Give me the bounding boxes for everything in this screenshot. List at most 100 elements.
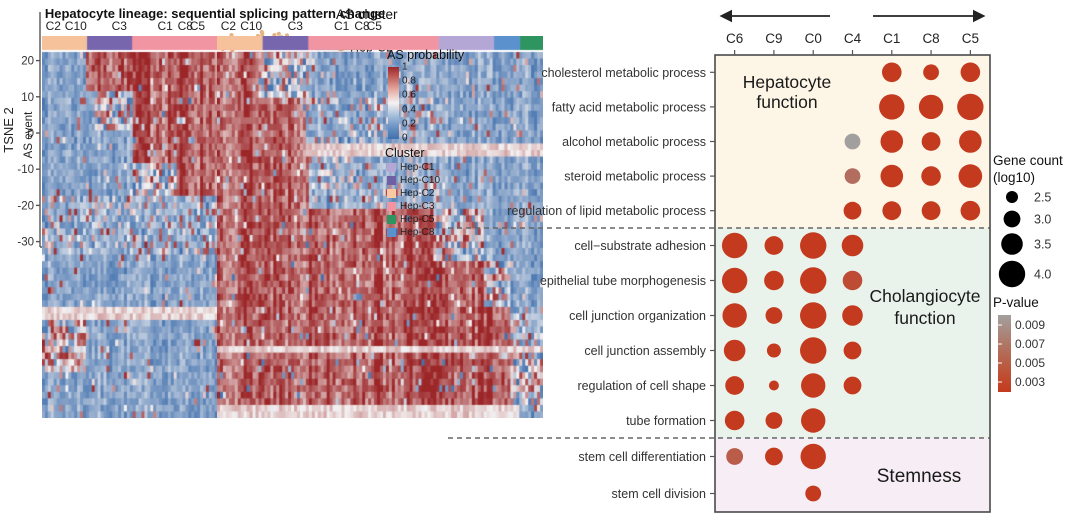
section-label-0-line1: Hepatocyte <box>743 72 832 92</box>
dot-C1-steroid-metabolic-process <box>880 164 904 188</box>
heatmap-col-label-C3: C3 <box>111 19 127 33</box>
colorbar-tick-0.4: 0.4 <box>402 104 416 116</box>
cluster-label-Hep-C1: Hep-C1 <box>400 162 435 173</box>
dot-C9-stem-cell-differentiation <box>765 447 783 466</box>
column-header-C4: C4 <box>844 31 862 46</box>
dot-C9-cell-substrate-adhesion <box>764 236 784 255</box>
size-legend-circle-3.0 <box>1003 210 1021 228</box>
cluster-swatch-Hep-C5 <box>387 215 396 224</box>
cluster-legend-title: Cluster <box>385 146 425 160</box>
dot-C0-regulation-of-cell-shape <box>801 373 826 398</box>
heatmap-col-label-C8: C8 <box>177 19 193 33</box>
tsne-y-tick-label: 20 <box>21 56 34 68</box>
pvalue-colorbar <box>998 315 1011 392</box>
colorbar-tick-0.2: 0.2 <box>402 118 416 130</box>
colorbar-tick-0: 0 <box>402 132 408 144</box>
section-bg-1 <box>715 228 990 438</box>
dot-C1-alcohol-metabolic-process <box>880 130 904 153</box>
cluster-swatch-Hep-C3 <box>387 202 396 211</box>
dot-C0-stem-cell-division <box>805 485 822 502</box>
dot-C5-fatty-acid-metabolic-process <box>957 93 984 121</box>
dot-C9-cell-junction-assembly <box>766 343 781 358</box>
dot-C4-epithelial-tube-morphogenesis <box>842 270 863 291</box>
heatmap-y-axis-label: AS event <box>23 111 35 159</box>
dot-C0-cell-substrate-adhesion <box>800 232 827 259</box>
pvalue-tick-0.005: 0.005 <box>1015 356 1045 370</box>
column-header-C8: C8 <box>922 31 939 46</box>
heatmap-panel: Hepatocyte lineage: sequential splicing … <box>0 0 543 418</box>
dot-C4-cell-junction-assembly <box>843 341 862 360</box>
dot-C8-alcohol-metabolic-process <box>921 132 941 151</box>
row-label-cholesterol-metabolic-process: cholesterol metabolic process <box>541 66 706 80</box>
colorbar-tick-1: 1 <box>402 61 408 73</box>
column-header-C0: C0 <box>805 31 822 46</box>
row-label-epithelial-tube-morphogenesis: epithelial tube morphogenesis <box>540 274 706 288</box>
column-header-C9: C9 <box>765 31 782 46</box>
size-legend-subtitle: (log10) <box>993 170 1035 185</box>
pvalue-tick-0.003: 0.003 <box>1015 375 1045 389</box>
cluster-legend-item-Hep-C5: Hep-C5 <box>387 213 440 226</box>
dot-C8-fatty-acid-metabolic-process <box>918 94 944 120</box>
row-label-cell-substrate-adhesion: cell−substrate adhesion <box>574 239 706 253</box>
go-dotplot: C6 C9 C0 C4 C1 C8 C5 cholesterol metabolic proc… <box>448 9 1063 513</box>
row-label-steroid-metabolic-process: steroid metabolic process <box>564 170 706 184</box>
tsne-y-tick-label: 10 <box>21 92 34 104</box>
dot-C4-cell-junction-organization <box>842 305 863 326</box>
dot-C4-cell-substrate-adhesion <box>841 234 864 257</box>
dot-C1-regulation-of-lipid-metabolic-process <box>882 201 902 221</box>
size-legend-value-2.5: 2.5 <box>1034 191 1051 205</box>
tsne-y-tick-label: -10 <box>17 164 34 176</box>
row-label-cell-junction-assembly: cell junction assembly <box>584 344 706 358</box>
cluster-legend-item-Hep-C10: Hep-C10 <box>387 174 440 187</box>
row-label-regulation-of-cell-shape: regulation of cell shape <box>577 379 706 393</box>
heatmap-col-label-C3: C3 <box>287 19 303 33</box>
section-label-1-line1: Cholangiocyte <box>870 286 981 306</box>
dot-C5-cholesterol-metabolic-process <box>960 62 981 83</box>
size-legend-title: Gene count <box>993 153 1063 168</box>
heatmap-col-label-C1: C1 <box>157 19 173 33</box>
row-label-cell-junction-organization: cell junction organization <box>569 309 706 323</box>
dot-C9-regulation-of-cell-shape <box>768 380 779 391</box>
dot-C0-stem-cell-differentiation <box>800 443 826 470</box>
dot-C6-regulation-of-cell-shape <box>725 376 745 395</box>
dot-C6-stem-cell-differentiation <box>726 448 744 465</box>
section-label-2-line1: Stemness <box>877 466 961 487</box>
cluster-label-Hep-C10: Hep-C10 <box>400 175 441 186</box>
tsne-y-tick-label: -30 <box>17 237 34 249</box>
colorbar-title: AS probability <box>387 48 465 62</box>
cluster-legend-item-Hep-C2: Hep-C2 <box>387 187 440 200</box>
cluster-label-Hep-C8: Hep-C8 <box>400 227 435 238</box>
column-header-C6: C6 <box>726 31 743 46</box>
cluster-legend-items: Hep-C1 Hep-C10 Hep-C2 Hep-C3 Hep-C5 Hep-C8 <box>387 161 440 239</box>
heatmap-col-label-C2: C2 <box>220 19 237 33</box>
dot-C9-epithelial-tube-morphogenesis <box>764 270 784 291</box>
dot-C4-alcohol-metabolic-process <box>844 133 861 150</box>
cluster-swatch-Hep-C1 <box>387 163 396 172</box>
heatmap-col-label-C1: C1 <box>334 19 350 33</box>
as-probability-colorbar <box>388 67 399 139</box>
tsne-y-axis-title: TSNE 2 <box>1 107 16 153</box>
tsne-legend-title: AS cluster <box>336 7 398 22</box>
dot-C6-cell-junction-assembly <box>723 339 746 362</box>
heatmap-title: Hepatocyte lineage: sequential splicing … <box>44 6 386 21</box>
dot-C6-tube-formation <box>724 410 745 431</box>
column-header-C5: C5 <box>962 31 979 46</box>
cluster-label-Hep-C2: Hep-C2 <box>400 188 435 199</box>
size-legend-circle-3.5 <box>1001 233 1023 255</box>
pvalue-tick-0.009: 0.009 <box>1015 318 1045 332</box>
dot-C6-cell-junction-organization <box>722 303 747 328</box>
dot-C5-steroid-metabolic-process <box>958 164 983 188</box>
size-legend-circle-4.0 <box>998 260 1026 288</box>
dot-C9-cell-junction-organization <box>765 307 783 324</box>
column-header-C1: C1 <box>883 31 900 46</box>
heatmap-right-canvas <box>217 36 543 418</box>
heatmap-col-label-C2: C2 <box>45 19 61 33</box>
dot-C5-alcohol-metabolic-process <box>959 130 982 153</box>
dot-C4-regulation-of-lipid-metabolic-process <box>843 201 862 220</box>
size-legend-circle-2.5 <box>1006 191 1018 203</box>
cluster-label-Hep-C5: Hep-C5 <box>400 214 435 225</box>
cluster-legend-item-Hep-C8: Hep-C8 <box>387 226 440 239</box>
row-label-stem-cell-differentiation: stem cell differentiation <box>578 450 706 464</box>
pvalue-tick-0.007: 0.007 <box>1015 337 1045 351</box>
